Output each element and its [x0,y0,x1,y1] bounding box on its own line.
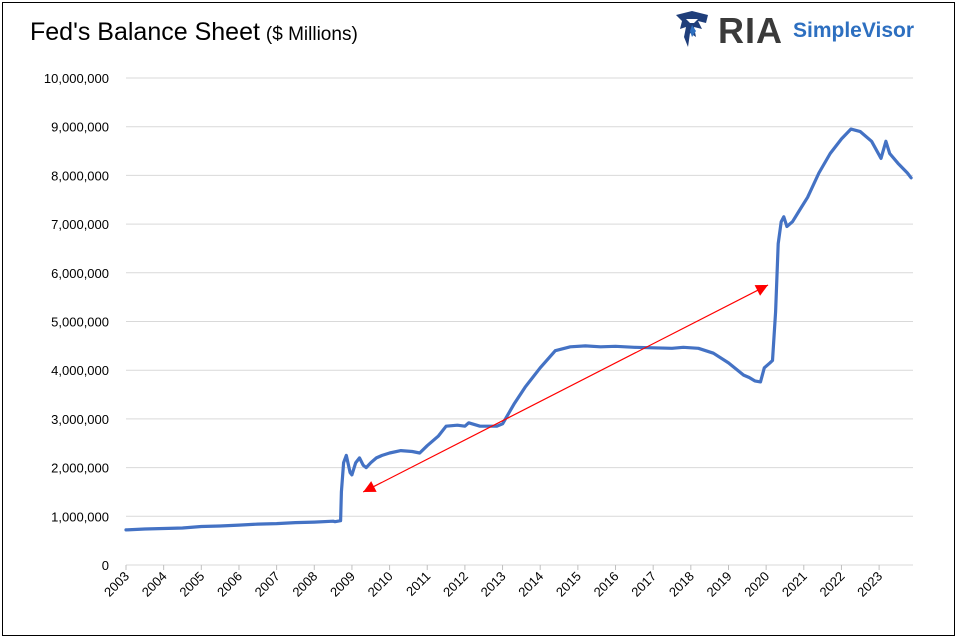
x-tick-label: 2003 [101,569,132,600]
y-tick-label: 5,000,000 [51,315,109,330]
y-tick-label: 7,000,000 [51,217,109,232]
x-tick-label: 2016 [591,569,622,600]
y-axis-ticks: 0 1,000,000 2,000,000 3,000,000 4,000,000 5,0… [44,71,109,573]
ria-wordmark: RIA [718,10,783,51]
title-main: Fed's Balance Sheet [30,18,260,46]
series-layer [124,127,913,532]
x-tick-label: 2019 [704,569,735,600]
x-tick-label: 2021 [779,569,810,600]
x-tick-label: 2007 [252,569,283,600]
balance-sheet-line [124,127,913,532]
y-tick-label: 2,000,000 [51,461,109,476]
chart-title: Fed's Balance Sheet ($ Millions) [30,18,358,47]
x-tick-label: 2018 [666,569,697,600]
x-tick-label: 2012 [440,569,471,600]
gridlines [126,77,913,566]
y-tick-label: 4,000,000 [51,363,109,378]
x-tick-label: 2020 [741,569,772,600]
x-tick-label: 2023 [854,569,885,600]
x-tick-label: 2013 [478,569,509,600]
y-tick-label: 1,000,000 [51,509,109,524]
x-tick-label: 2014 [515,569,546,600]
x-tick-label: 2004 [139,569,170,600]
y-tick-label: 9,000,000 [51,120,109,135]
y-tick-label: 0 [102,558,109,573]
arrowhead-end [754,284,769,296]
y-tick-label: 10,000,000 [44,71,109,86]
simplevisor-wordmark: SimpleVisor [793,19,914,42]
x-tick-label: 2008 [289,569,320,600]
x-tick-label: 2011 [403,569,433,599]
y-tick-label: 6,000,000 [51,266,109,281]
eagle-icon [676,11,708,47]
x-tick-label: 2009 [327,569,358,600]
title-subtitle: ($ Millions) [265,24,358,45]
x-tick-label: 2022 [817,569,848,600]
trend-arrow-line [362,284,769,493]
x-tick-label: 2010 [365,569,396,600]
x-tick-label: 2017 [628,569,659,600]
annotation-layer [362,284,769,493]
arrowhead-start [363,481,377,492]
y-tick-label: 8,000,000 [51,168,109,183]
x-tick-label: 2006 [214,569,245,600]
x-axis-ticks: 2003 2004 2005 2006 2007 2008 2009 2010 2011 2012… [101,565,885,600]
ria-logo: RIA SimpleVisor [672,8,914,54]
x-tick-label: 2015 [553,569,584,600]
x-tick-label: 2005 [176,569,207,600]
y-tick-label: 3,000,000 [51,412,109,427]
